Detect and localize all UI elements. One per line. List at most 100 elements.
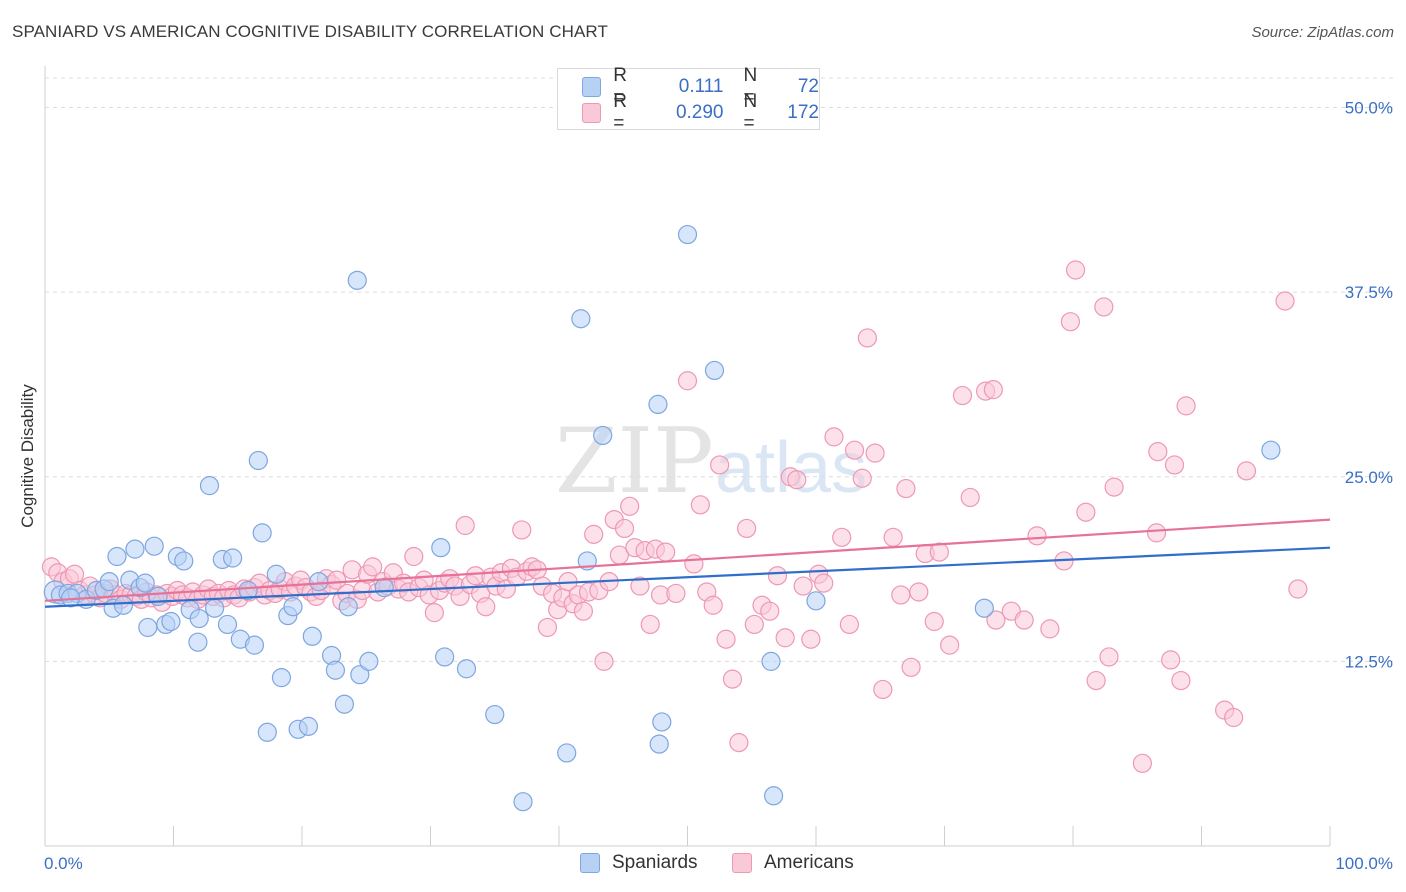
tick-labels: 12.5% 25.0% 37.5% 50.0% 0.0% 100.0% xyxy=(44,99,1393,873)
americans-point xyxy=(64,564,85,584)
spaniards-point xyxy=(334,694,355,714)
spaniards-swatch xyxy=(582,77,602,97)
americans-point xyxy=(1099,647,1119,667)
spaniards-point xyxy=(135,573,155,593)
spaniards-point xyxy=(217,614,238,635)
chart-title: SPANIARD VS AMERICAN COGNITIVE DISABILIT… xyxy=(12,22,608,41)
americans-point xyxy=(594,651,614,671)
americans-point xyxy=(703,595,723,615)
americans-point xyxy=(537,617,558,638)
spaniards-point xyxy=(806,591,826,611)
spaniards-point xyxy=(199,476,220,496)
series-legend: Spaniards Americans xyxy=(0,852,1406,878)
spaniards-point xyxy=(107,546,127,567)
americans-point xyxy=(787,470,807,490)
chart-source: Source: ZipAtlas.com xyxy=(1251,24,1394,41)
spaniards-point xyxy=(138,617,158,638)
spaniards-point xyxy=(431,538,451,558)
spaniards-point xyxy=(144,536,164,556)
americans-point xyxy=(722,669,743,689)
americans-point xyxy=(839,614,860,635)
americans-point xyxy=(844,440,865,460)
americans-point xyxy=(455,515,475,536)
spaniards-trend-line xyxy=(44,546,1331,608)
americans-point xyxy=(677,371,698,391)
americans-point xyxy=(852,468,872,488)
spaniards-point xyxy=(761,651,781,671)
americans-point xyxy=(832,527,852,547)
spaniards-point xyxy=(252,523,272,543)
spaniards-points xyxy=(43,224,1281,812)
legend-n-value: 72 xyxy=(797,76,819,97)
americans-point xyxy=(584,524,604,544)
spaniards-point xyxy=(652,712,672,732)
americans-point xyxy=(814,573,834,593)
americans-point xyxy=(952,385,973,406)
legend-r-label: R = xyxy=(613,65,627,108)
spaniards-point xyxy=(435,647,455,667)
spaniards-point xyxy=(649,734,669,754)
spaniards-point xyxy=(223,548,243,568)
americans-point xyxy=(901,657,921,677)
americans-swatch xyxy=(732,853,752,873)
spaniards-point xyxy=(161,611,181,632)
spaniards-point xyxy=(244,635,265,655)
americans-point xyxy=(775,628,795,648)
spaniards-point xyxy=(248,450,268,471)
legend-n-label: N = xyxy=(743,65,758,108)
legend-item-spaniards[interactable]: Spaniards xyxy=(580,852,698,874)
spaniards-point xyxy=(513,792,533,812)
legend-label-spaniards: Spaniards xyxy=(612,852,698,873)
axes xyxy=(44,66,1331,847)
americans-point xyxy=(857,328,878,348)
americans-point xyxy=(1148,442,1168,462)
americans-point xyxy=(793,576,813,596)
legend-r-value: 0.290 xyxy=(675,102,724,123)
spaniards-point xyxy=(189,608,209,629)
americans-point xyxy=(1014,610,1034,630)
spaniards-point xyxy=(125,539,145,559)
legend-r-label: R = xyxy=(613,91,627,134)
spaniards-point xyxy=(704,360,725,381)
legend-n-label: N = xyxy=(743,91,758,134)
spaniards-point xyxy=(1261,440,1281,460)
americans-point xyxy=(1060,312,1081,332)
americans-point xyxy=(1076,502,1096,522)
spaniards-point xyxy=(257,722,277,742)
legend-n-value: 172 xyxy=(787,102,819,123)
x-tick-label-min: 0.0% xyxy=(44,854,83,873)
americans-point xyxy=(940,635,960,655)
americans-point xyxy=(767,566,788,586)
americans-point xyxy=(656,542,676,562)
americans-point xyxy=(873,679,893,700)
americans-point xyxy=(1086,670,1106,691)
americans-point xyxy=(684,554,704,574)
americans-point xyxy=(1027,526,1047,546)
americans-point xyxy=(666,583,686,604)
spaniards-point xyxy=(238,580,258,601)
legend-row-americans: R = 0.290 N = 172 xyxy=(582,91,819,134)
spaniards-point xyxy=(205,598,225,618)
americans-point xyxy=(1161,650,1181,670)
y-tick-label: 25.0% xyxy=(1345,468,1393,487)
trend-lines xyxy=(44,518,1331,608)
americans-point xyxy=(1171,670,1191,691)
y-tick-label: 50.0% xyxy=(1345,99,1393,118)
americans-point xyxy=(1176,396,1196,416)
americans-point xyxy=(1094,297,1114,317)
spaniards-point xyxy=(648,394,668,414)
legend-item-americans[interactable]: Americans xyxy=(732,852,854,874)
americans-point xyxy=(824,427,844,447)
americans-point xyxy=(1236,461,1257,481)
americans-point xyxy=(983,380,1003,400)
spaniards-point xyxy=(271,668,292,688)
spaniards-point xyxy=(302,626,322,646)
americans-point xyxy=(986,610,1006,630)
americans-point xyxy=(512,520,532,540)
spaniards-point xyxy=(174,551,194,571)
correlation-legend: R = 0.111 N = 72 R = 0.290 N = 172 xyxy=(557,65,820,134)
x-tick-label-max: 100.0% xyxy=(1335,854,1393,873)
americans-point xyxy=(891,585,911,605)
spaniards-point xyxy=(188,632,208,652)
